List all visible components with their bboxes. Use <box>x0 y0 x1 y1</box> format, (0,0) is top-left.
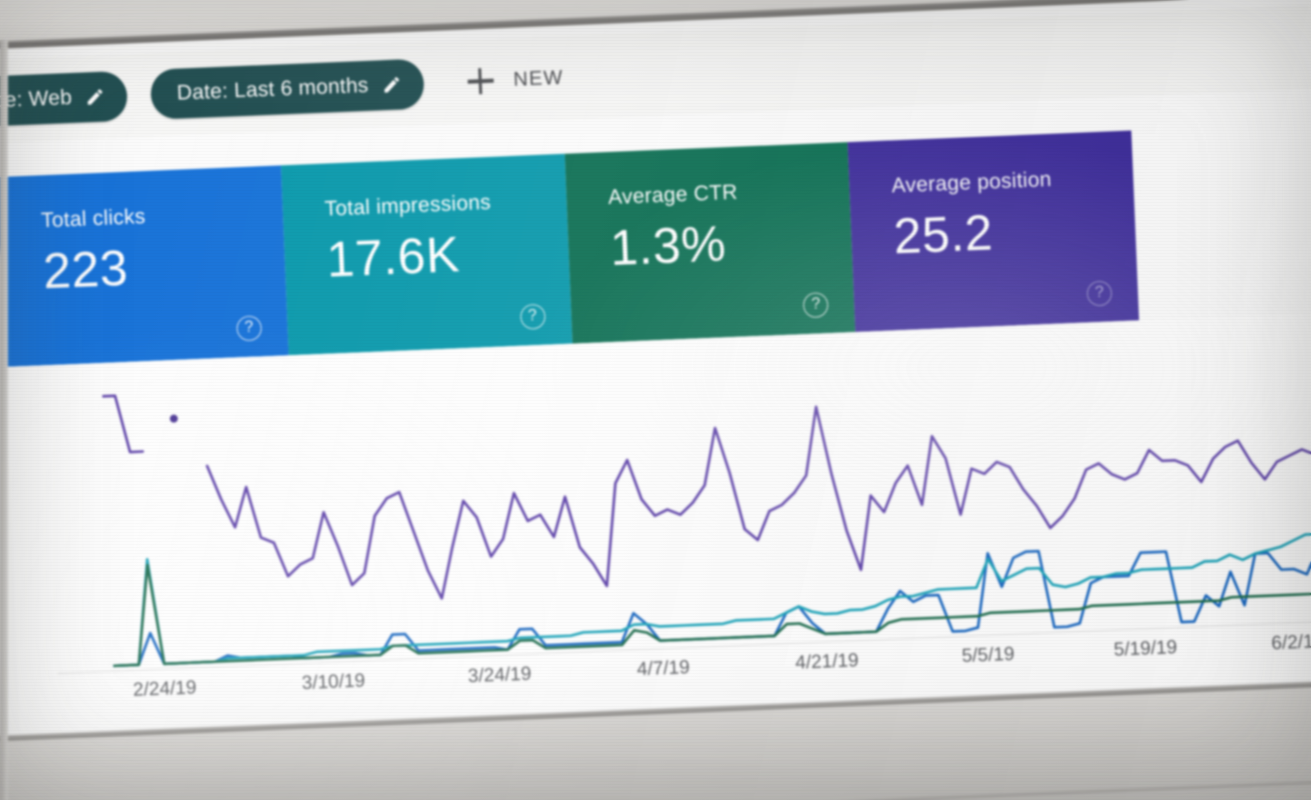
metric-card-average-position[interactable]: Average position 25.2 ? <box>847 130 1140 333</box>
filter-chip-type-label: type: Web <box>0 85 73 113</box>
chart-isolated-data-point <box>169 414 178 423</box>
filter-chip-date[interactable]: Date: Last 6 months <box>149 58 425 120</box>
add-new-filter-label: NEW <box>512 66 565 91</box>
metric-card-label: Total impressions <box>324 190 492 221</box>
plus-icon <box>467 68 494 95</box>
help-icon[interactable]: ? <box>1086 280 1113 307</box>
chart-x-tick-label: 2/24/19 <box>132 677 197 701</box>
pencil-icon[interactable] <box>85 87 106 108</box>
performance-chart-plot[interactable] <box>102 329 1311 670</box>
metric-card-value: 1.3% <box>609 215 728 276</box>
filter-chip-date-label: Date: Last 6 months <box>176 73 369 105</box>
filter-chip-type[interactable]: type: Web <box>0 70 128 128</box>
help-icon[interactable]: ? <box>802 292 829 319</box>
performance-chart-panel: 2/24/19 3/10/19 3/24/19 4/7/19 4/21/19 5/5/19… <box>5 310 1311 749</box>
metric-card-value: 17.6K <box>325 226 461 288</box>
metric-card-average-ctr[interactable]: Average CTR 1.3% ? <box>564 142 856 344</box>
chart-x-tick-label: 4/7/19 <box>636 657 691 681</box>
chart-x-tick-label: 5/5/19 <box>961 643 1015 667</box>
metric-card-label: Total clicks <box>40 205 146 233</box>
chart-x-tick-label: 4/21/19 <box>794 650 860 674</box>
metric-card-label: Average position <box>891 167 1052 198</box>
metric-card-value: 25.2 <box>892 204 995 265</box>
chart-x-tick-label: 6/2/19 <box>1270 631 1311 655</box>
metric-card-label: Average CTR <box>607 180 739 210</box>
screen-content: type: Web Date: Last 6 months NEW <box>0 0 1311 749</box>
chart-x-tick-label: 5/19/19 <box>1113 637 1178 661</box>
chart-x-tick-label: 3/24/19 <box>467 663 532 688</box>
chart-svg <box>102 329 1311 670</box>
add-new-filter-button[interactable]: NEW <box>467 65 564 95</box>
metric-card-total-impressions[interactable]: Total impressions 17.6K ? <box>280 153 573 356</box>
chart-x-tick-label: 3/10/19 <box>301 670 366 695</box>
help-icon[interactable]: ? <box>235 315 262 342</box>
pencil-icon[interactable] <box>381 74 402 95</box>
monitor-bezel-left <box>0 40 8 800</box>
metric-card-total-clicks[interactable]: Total clicks 223 ? <box>0 165 289 367</box>
help-icon[interactable]: ? <box>519 303 546 330</box>
metric-card-value: 223 <box>41 239 130 300</box>
